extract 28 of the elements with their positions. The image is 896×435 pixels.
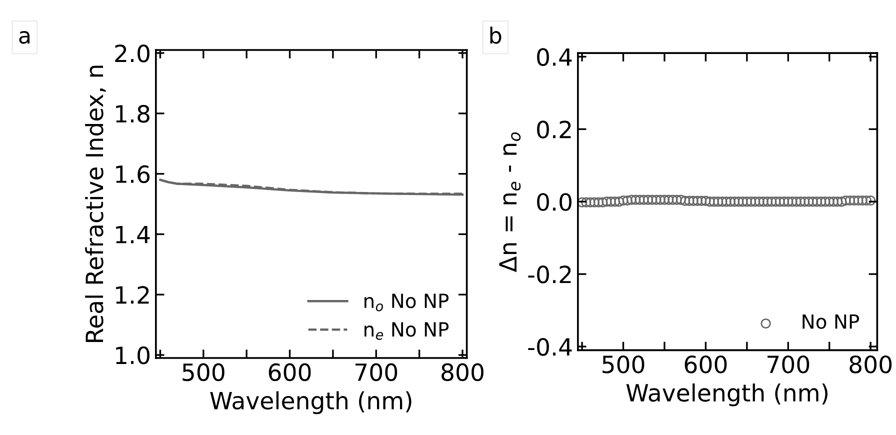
- x-tick-label: 500: [602, 355, 644, 374]
- y-axis-title: Real Refractive Index, n: [85, 66, 106, 342]
- y-axis-title: Δn = n$_{e}$ - n$_{o}$: [499, 132, 521, 272]
- y-tick-label: 0.2: [537, 120, 571, 138]
- y-tick-label: 1.6: [116, 165, 150, 184]
- legend-label: n$_{o}$ No NP: [364, 294, 449, 312]
- x-tick-label: 600: [684, 355, 727, 374]
- x-axis-title: Wavelength (nm): [210, 391, 412, 414]
- y-tick-label: 1.2: [116, 286, 149, 304]
- y-tick-label: 1.4: [116, 226, 150, 244]
- x-tick-label: 500: [182, 363, 224, 382]
- text: b: [490, 26, 502, 44]
- x-axis-title: Wavelength (nm): [626, 383, 828, 406]
- text: a: [19, 31, 30, 44]
- y-tick-label: -0.2: [528, 266, 571, 284]
- x-tick-label: 700: [768, 355, 810, 374]
- x-tick-label: 800: [850, 355, 892, 374]
- y-tick-label: 2.0: [115, 44, 150, 62]
- x-tick-label: 700: [356, 363, 398, 382]
- x-tick-label: 600: [268, 363, 311, 382]
- legend-label: n$_{e}$ No NP: [364, 322, 449, 340]
- y-tick-label: 0.0: [537, 193, 572, 211]
- y-tick-label: -0.4: [528, 338, 572, 356]
- y-tick-label: 1.8: [116, 104, 150, 123]
- y-tick-label: 1.0: [116, 346, 150, 364]
- x-tick-label: 800: [442, 363, 484, 382]
- y-tick-label: 0.4: [537, 48, 572, 66]
- legend-label: No NP: [802, 314, 860, 329]
